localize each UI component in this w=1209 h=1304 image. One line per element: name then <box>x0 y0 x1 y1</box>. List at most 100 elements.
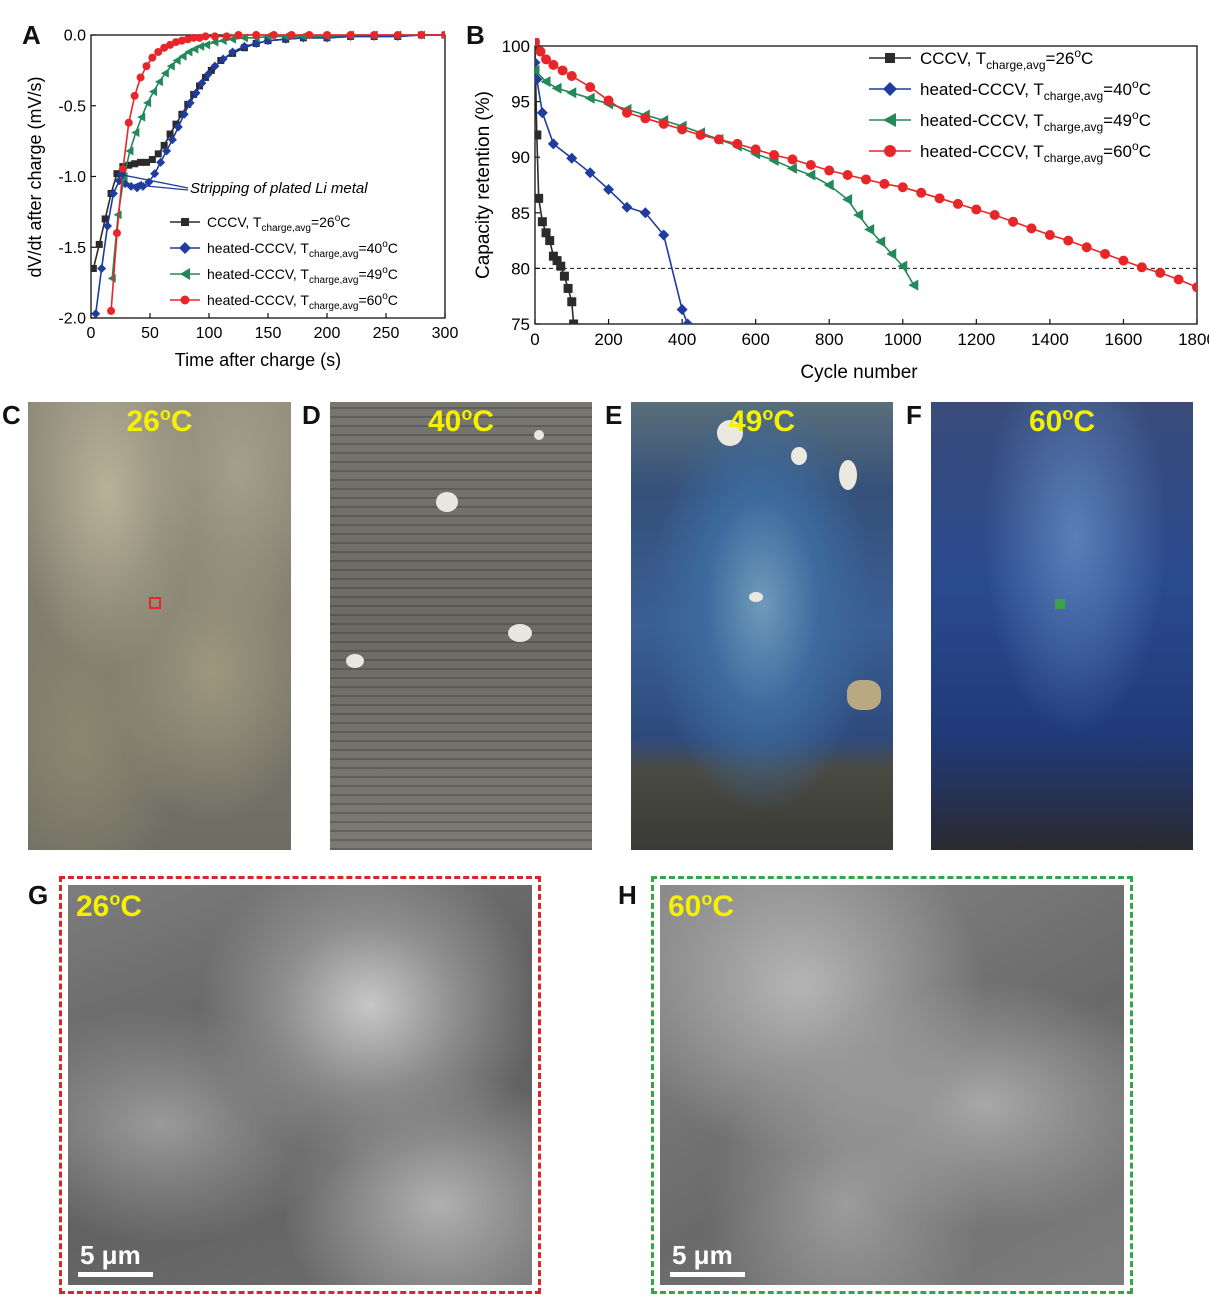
data-point-h49 <box>131 128 140 138</box>
sem-temp-label: 26oC <box>76 889 143 923</box>
y-tick-label: -0.5 <box>58 98 86 115</box>
data-point-h49 <box>172 55 181 65</box>
chart-a-legend: CCCV, Tcharge,avg=26oC heated-CCCV, Tcha… <box>170 213 398 312</box>
data-point-h40 <box>108 188 118 198</box>
panel-label-g: G <box>28 880 49 910</box>
scale-bar <box>670 1272 745 1277</box>
data-point-cccv <box>137 158 145 166</box>
data-point-cccv <box>563 283 573 293</box>
data-point-h49 <box>584 92 595 104</box>
photo-electrode-26c: 26oC <box>28 402 291 850</box>
data-point-h60 <box>541 54 552 65</box>
data-point-h60 <box>1118 255 1129 266</box>
data-point-h40 <box>218 54 228 64</box>
data-point-cccv <box>166 130 174 138</box>
data-point-h60 <box>769 149 780 160</box>
data-point-h60 <box>842 169 853 180</box>
legend-item-h49: heated-CCCV, Tcharge,avg=49oC <box>170 265 398 286</box>
data-point-cccv <box>101 215 109 223</box>
data-point-h60 <box>677 124 688 135</box>
data-point-cccv <box>556 261 566 271</box>
chart-b-legend: CCCV, Tcharge,avg=26oC heated-CCCV, Tcha… <box>869 46 1151 165</box>
data-point-h40 <box>547 138 559 150</box>
panel-label-e: E <box>605 400 623 430</box>
data-point-h49 <box>551 82 562 94</box>
x-tick-label: 600 <box>741 330 769 349</box>
chart-b-ylabel: Capacity retention (%) <box>473 91 494 279</box>
plot-frame <box>534 45 1198 325</box>
data-point-h49 <box>864 223 875 235</box>
data-point-h60 <box>557 65 568 76</box>
y-tick-label: 95 <box>511 93 530 112</box>
data-point-h60 <box>897 182 908 193</box>
data-point-h40 <box>203 70 213 80</box>
x-tick-label: 1800 <box>1178 330 1209 349</box>
y-tick-label: -1.0 <box>58 169 86 186</box>
x-tick-label: 50 <box>141 325 159 342</box>
data-point-h60 <box>1008 216 1019 227</box>
data-point-h60 <box>603 95 614 106</box>
chart-a: 0 50 100 150 200 250 300 0.0 -0.5 -1.0 -1.5 -2.0 St… <box>25 28 458 370</box>
data-point-h49 <box>202 40 211 50</box>
y-tick-label: -2.0 <box>58 311 86 328</box>
data-point-h60 <box>535 46 546 57</box>
data-point-h60 <box>1063 235 1074 246</box>
data-point-h40 <box>639 207 651 219</box>
svg-text:heated-CCCV, Tcharge,avg=49oC: heated-CCCV, Tcharge,avg=49oC <box>920 108 1151 134</box>
x-tick-label: 1200 <box>957 330 995 349</box>
svg-text:heated-CCCV, Tcharge,avg=49oC: heated-CCCV, Tcharge,avg=49oC <box>207 265 398 286</box>
data-point-h60 <box>222 32 231 41</box>
data-point-h49 <box>535 64 540 76</box>
chart-a-annotation: Stripping of plated Li metal <box>190 180 368 197</box>
white-spot <box>436 492 458 512</box>
data-point-h60 <box>566 71 577 82</box>
data-point-h40 <box>584 167 596 179</box>
data-point-h60 <box>585 82 596 93</box>
data-point-cccv <box>148 156 156 164</box>
legend-item-h49: heated-CCCV, Tcharge,avg=49oC <box>869 108 1151 134</box>
data-point-cccv <box>535 130 542 140</box>
data-point-h49 <box>281 31 290 41</box>
data-point-h40 <box>150 169 160 179</box>
svg-text:heated-CCCV, Tcharge,avg=40oC: heated-CCCV, Tcharge,avg=40oC <box>207 239 398 260</box>
data-point-cccv <box>91 264 97 272</box>
scale-bar <box>78 1272 153 1277</box>
panel-label-f: F <box>906 400 922 430</box>
svg-text:heated-CCCV, Tcharge,avg=60oC: heated-CCCV, Tcharge,avg=60oC <box>920 139 1151 165</box>
data-point-h60 <box>750 144 761 155</box>
data-point-h40 <box>103 221 113 231</box>
data-point-h60 <box>130 91 139 100</box>
data-point-h60 <box>189 33 198 42</box>
photo-electrode-49c: 49oC <box>631 402 893 850</box>
data-point-h60 <box>252 31 261 39</box>
data-point-h60 <box>805 159 816 170</box>
data-point-h60 <box>1173 274 1184 285</box>
data-point-h49 <box>125 146 134 156</box>
data-point-h60 <box>201 32 210 41</box>
data-point-h60 <box>287 31 296 39</box>
data-point-h49 <box>786 162 797 174</box>
data-point-h40 <box>658 229 670 241</box>
data-point-h60 <box>417 31 426 39</box>
svg-text:heated-CCCV, Tcharge,avg=40oC: heated-CCCV, Tcharge,avg=40oC <box>920 77 1151 103</box>
sem-frame-26c <box>59 876 541 1294</box>
data-point-h60 <box>989 210 1000 221</box>
data-point-h49 <box>137 112 146 122</box>
data-point-h60 <box>640 113 651 124</box>
legend-item-cccv: CCCV, Tcharge,avg=26oC <box>869 46 1093 72</box>
x-tick-label: 0 <box>87 325 96 342</box>
data-point-h49 <box>143 98 152 108</box>
data-point-h60 <box>370 31 379 39</box>
legend-item-h60: heated-CCCV, Tcharge,avg=60oC <box>869 139 1151 165</box>
data-point-h40 <box>536 107 548 119</box>
white-spot <box>346 654 364 668</box>
data-point-h60 <box>861 174 871 185</box>
white-spot <box>508 624 532 642</box>
data-point-h49 <box>823 179 834 191</box>
data-point-h60 <box>441 31 445 39</box>
region-marker <box>149 597 161 609</box>
x-tick-label: 1400 <box>1031 330 1069 349</box>
data-point-h60 <box>1100 248 1111 259</box>
data-point-h49 <box>897 260 908 272</box>
data-point-cccv <box>559 271 569 281</box>
